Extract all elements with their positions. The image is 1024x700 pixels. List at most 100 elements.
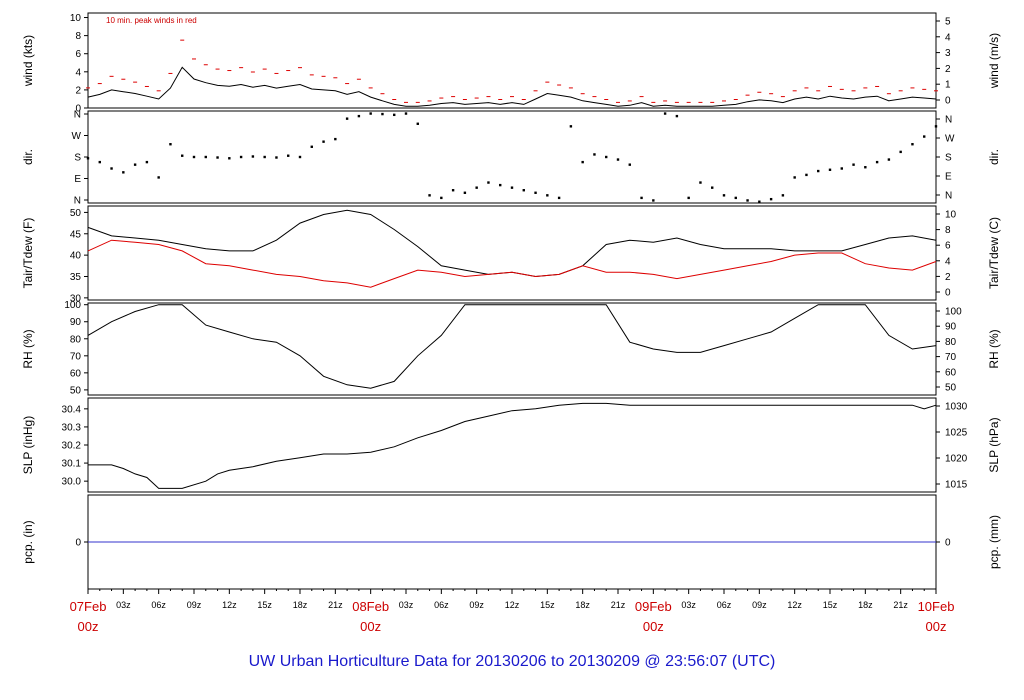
data-point (793, 176, 796, 179)
x-day-hour-label: 00z (643, 619, 664, 634)
data-point (652, 199, 655, 202)
left-tick-label: 0 (75, 538, 81, 549)
x-day-hour-label: 00z (78, 619, 99, 634)
data-point (499, 183, 502, 187)
data-point (805, 173, 808, 177)
x-hour-label: 12z (505, 600, 520, 610)
data-point (322, 140, 325, 143)
right-tick-label: 0 (945, 96, 951, 107)
left-tick-label: 50 (70, 385, 82, 396)
series-line-temp-1 (87, 239, 937, 288)
data-point (699, 181, 702, 184)
data-point (663, 112, 667, 115)
x-axis: 03z 06z 09z 12z 15z 18z 21z 03z 06z 09z 12z 15z 18z 2… (70, 589, 955, 634)
left-tick-label: N (74, 110, 81, 121)
data-point (828, 168, 832, 171)
data-point (263, 155, 266, 159)
left-tick-label: 30.2 (62, 441, 82, 452)
data-point (923, 135, 926, 138)
right-tick-label: 10 (945, 210, 957, 221)
data-point (145, 160, 149, 164)
right-tick-label: 1015 (945, 480, 968, 491)
data-point (381, 112, 384, 116)
left-tick-label: 30 (70, 293, 82, 304)
data-point (616, 158, 620, 161)
data-point (934, 125, 938, 128)
y-axis-title-left: wind (kts) (21, 35, 35, 87)
right-tick-label: S (945, 153, 952, 164)
data-point (852, 163, 855, 166)
data-point (157, 176, 160, 179)
panel-frame (87, 302, 937, 396)
panel-frame (87, 12, 937, 109)
right-tick-label: 3 (945, 48, 951, 59)
x-hour-label: 06z (717, 600, 732, 610)
x-day-label: 10Feb (918, 599, 955, 614)
series-line-rh (87, 304, 937, 389)
y-axis-title-right: wind (m/s) (987, 33, 1001, 89)
left-tick-label: 10 (70, 13, 82, 24)
y-axis-title-left: RH (%) (21, 329, 35, 368)
right-tick-label: 50 (945, 383, 957, 394)
data-point (864, 166, 867, 169)
right-tick-label: 2 (945, 272, 951, 283)
data-point (711, 186, 714, 189)
wind-annotation: 10 min. peak winds in red (106, 16, 197, 25)
y-axis-title-left: pcp. (in) (21, 520, 35, 563)
data-point (628, 163, 631, 166)
x-hour-label: 15z (257, 600, 272, 610)
x-day-label: 08Feb (352, 599, 389, 614)
left-tick-label: 60 (70, 368, 82, 379)
x-day-hour-label: 00z (926, 619, 947, 634)
right-tick-label: 1025 (945, 428, 968, 439)
data-point (298, 155, 302, 159)
right-tick-label: 0 (945, 538, 951, 549)
data-point (192, 155, 196, 159)
right-tick-label: N (945, 191, 952, 202)
panel-frame (87, 110, 937, 204)
data-point (734, 196, 737, 200)
right-tick-label: 80 (945, 337, 957, 348)
panel-pcp: 0 0 pcp. (in) pcp. (mm) (21, 494, 1001, 590)
series-line-temp (87, 209, 937, 278)
data-point (769, 197, 773, 201)
data-point (275, 156, 278, 159)
x-hour-label: 06z (151, 600, 166, 610)
data-point (169, 143, 172, 146)
y-axis-title-left: SLP (inHg) (21, 416, 35, 474)
series-line-wind (87, 66, 937, 107)
y-axis-title-right: pcp. (mm) (987, 515, 1001, 569)
series-line-slp (88, 402, 937, 489)
left-tick-label: 2 (75, 85, 81, 96)
x-hour-label: 18z (293, 600, 308, 610)
data-point (110, 167, 113, 170)
data-point (781, 194, 785, 197)
data-point (605, 155, 608, 159)
x-day-hour-label: 00z (360, 619, 381, 634)
data-point (428, 194, 431, 197)
right-tick-label: 4 (945, 32, 951, 43)
x-hour-label: 21z (893, 600, 908, 610)
left-tick-label: 30.3 (62, 422, 82, 433)
left-tick-label: 70 (70, 351, 82, 362)
right-tick-label: 4 (945, 256, 951, 267)
x-hour-label: 09z (187, 600, 202, 610)
right-tick-label: W (945, 134, 955, 145)
data-point (840, 167, 843, 170)
left-tick-label: 50 (70, 208, 82, 219)
data-point (181, 154, 184, 157)
data-point (569, 125, 573, 128)
right-tick-label: N (945, 115, 952, 126)
data-point (817, 169, 820, 173)
data-point (345, 117, 349, 120)
y-axis-title-right: dir. (987, 149, 1001, 165)
right-tick-label: 1020 (945, 454, 968, 465)
data-point (310, 145, 313, 148)
x-day-label: 09Feb (635, 599, 672, 614)
data-point (393, 113, 396, 117)
data-point (416, 122, 419, 125)
left-tick-label: 90 (70, 317, 82, 328)
left-tick-label: 30.4 (62, 404, 82, 415)
